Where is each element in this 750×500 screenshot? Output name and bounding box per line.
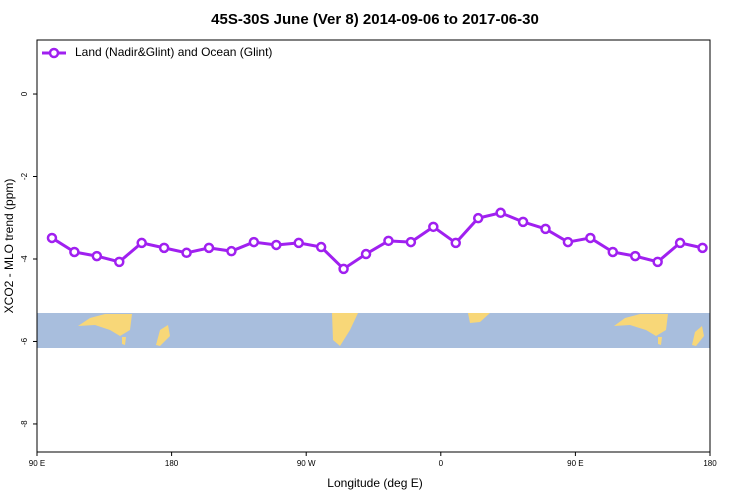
point (226, 245, 237, 257)
point (338, 263, 349, 275)
point (315, 241, 327, 253)
x-tick-label: 0 (439, 459, 444, 468)
point (674, 237, 686, 249)
x-tick-label: 180 (165, 459, 179, 468)
x-tick-label: 180 (703, 459, 717, 468)
point (69, 246, 80, 258)
point (114, 256, 125, 268)
point (652, 256, 663, 268)
point (495, 207, 506, 219)
point (450, 237, 462, 249)
y-tick-label: -8 (20, 420, 29, 428)
point (360, 248, 372, 260)
point (158, 242, 170, 254)
x-tick-label: 90 E (29, 459, 45, 468)
legend-marker (48, 47, 60, 59)
y-tick-label: 0 (20, 91, 29, 96)
point (181, 247, 192, 259)
x-tick-label: 90 W (297, 459, 316, 468)
point (585, 232, 596, 244)
point (136, 237, 147, 249)
point (293, 237, 304, 249)
x-axis-label: Longitude (deg E) (327, 476, 422, 490)
legend-label: Land (Nadir&Glint) and Ocean (Glint) (75, 45, 272, 59)
chart-title: 45S-30S June (Ver 8) 2014-09-06 to 2017-… (211, 11, 539, 28)
point (629, 250, 641, 262)
point (91, 250, 103, 262)
point (383, 235, 394, 247)
plot-frame (36, 39, 711, 453)
point (405, 236, 417, 248)
y-tick-label: -4 (20, 255, 29, 263)
point (517, 216, 529, 228)
point (607, 246, 619, 258)
point (203, 242, 215, 254)
point (248, 236, 260, 248)
point (562, 236, 574, 248)
point (46, 232, 58, 244)
point (540, 223, 551, 235)
map-strip (37, 313, 710, 348)
point (697, 242, 708, 254)
point (271, 239, 282, 251)
y-tick-label: -2 (20, 172, 29, 180)
y-tick-label: -6 (20, 337, 29, 345)
point (428, 221, 439, 233)
point (472, 212, 484, 224)
x-tick-label: 90 E (567, 459, 583, 468)
y-axis-label: XCO2 - MLO trend (ppm) (2, 179, 16, 314)
